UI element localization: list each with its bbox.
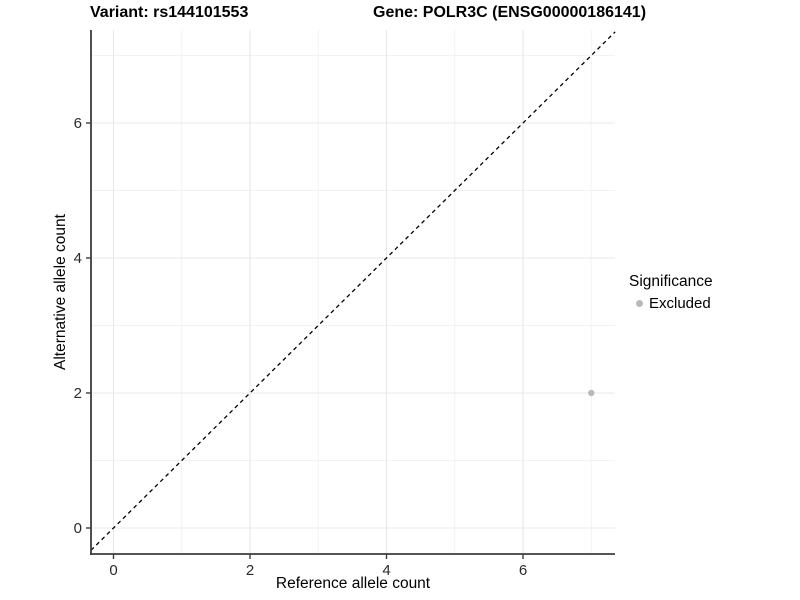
- x-tick-label: 0: [109, 562, 117, 579]
- x-tick-label: 4: [382, 562, 390, 579]
- legend-title: Significance: [629, 273, 713, 290]
- identity-line: [90, 31, 616, 551]
- y-axis-label: Alternative allele count: [52, 214, 69, 370]
- y-tick-label: 2: [74, 385, 82, 402]
- y-tick-label: 4: [74, 250, 82, 267]
- data-point: [588, 389, 595, 397]
- plot-title-gene: Gene: POLR3C (ENSG00000186141): [373, 4, 647, 21]
- legend-entry-excluded: Excluded: [629, 295, 713, 312]
- x-axis-label: Reference allele count: [275, 575, 431, 592]
- legend-point-icon: [636, 300, 643, 307]
- x-tick-label: 6: [519, 562, 527, 579]
- y-tick-label: 6: [74, 115, 82, 132]
- x-tick-label: 2: [246, 562, 254, 579]
- legend-entry-label: Excluded: [649, 295, 711, 312]
- y-tick-label: 0: [74, 520, 82, 537]
- plot-title-variant: Variant: rs144101553: [90, 4, 249, 21]
- legend: Significance Excluded: [629, 273, 713, 312]
